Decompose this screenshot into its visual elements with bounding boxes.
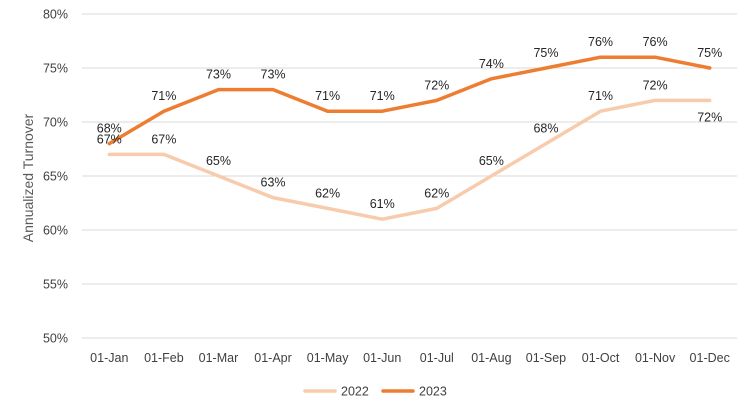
data-label-2023: 75% bbox=[697, 46, 722, 60]
data-label-2022: 63% bbox=[261, 176, 286, 190]
y-tick-label: 60% bbox=[43, 224, 68, 238]
y-tick-label: 80% bbox=[43, 8, 68, 22]
y-tick-label: 65% bbox=[43, 170, 68, 184]
x-axis-tick-labels: 01-Jan 01-Feb 01-Mar 01-Apr 01-May 01-Jun 01-J… bbox=[90, 351, 730, 365]
data-label-2023: 71% bbox=[315, 89, 340, 103]
x-tick-label: 01-Jul bbox=[420, 351, 454, 365]
x-tick-label: 01-Dec bbox=[690, 351, 730, 365]
data-label-2023: 73% bbox=[206, 68, 231, 82]
x-tick-label: 01-Jun bbox=[363, 351, 401, 365]
data-labels: 67% 67% 65% 63% 62% 61% 62% 65% 68% 71% 72% 72% 68% 7… bbox=[97, 35, 722, 211]
data-label-2023: 72% bbox=[424, 78, 449, 92]
x-tick-label: 01-Nov bbox=[635, 351, 676, 365]
data-label-2022: 62% bbox=[315, 186, 340, 200]
x-tick-label: 01-Oct bbox=[582, 351, 620, 365]
data-label-2023: 71% bbox=[370, 89, 395, 103]
data-label-2022: 62% bbox=[424, 186, 449, 200]
x-tick-label: 01-May bbox=[307, 351, 349, 365]
series-line-2023 bbox=[107, 55, 712, 146]
y-tick-label: 75% bbox=[43, 62, 68, 76]
y-axis-tick-labels: 50% 55% 60% 65% 70% 75% 80% bbox=[43, 8, 68, 346]
legend-label-2022: 2022 bbox=[341, 385, 369, 399]
data-label-2023: 76% bbox=[588, 35, 613, 49]
data-label-2022: 65% bbox=[479, 154, 504, 168]
data-label-2022: 65% bbox=[206, 154, 231, 168]
y-tick-label: 55% bbox=[43, 278, 68, 292]
data-label-2023: 75% bbox=[533, 46, 558, 60]
data-label-2022: 61% bbox=[370, 197, 395, 211]
data-label-2023: 71% bbox=[151, 89, 176, 103]
y-tick-label: 70% bbox=[43, 116, 68, 130]
legend-label-2023: 2023 bbox=[419, 385, 447, 399]
data-label-2023: 74% bbox=[479, 57, 504, 71]
y-tick-label: 50% bbox=[43, 332, 68, 346]
data-label-2022: 68% bbox=[533, 122, 558, 136]
x-tick-label: 01-Sep bbox=[526, 351, 566, 365]
x-tick-label: 01-Mar bbox=[199, 351, 239, 365]
data-label-2023: 68% bbox=[97, 122, 122, 136]
data-label-2022: 72% bbox=[697, 110, 722, 124]
data-label-2022: 67% bbox=[97, 132, 122, 146]
x-tick-label: 01-Apr bbox=[254, 351, 292, 365]
data-label-2023: 76% bbox=[643, 35, 668, 49]
data-label-2022: 67% bbox=[151, 132, 176, 146]
x-tick-label: 01-Feb bbox=[144, 351, 184, 365]
x-tick-label: 01-Jan bbox=[90, 351, 128, 365]
series-line-2022 bbox=[107, 98, 712, 221]
data-label-2023: 73% bbox=[261, 68, 286, 82]
x-tick-label: 01-Aug bbox=[471, 351, 511, 365]
data-label-2022: 72% bbox=[643, 78, 668, 92]
y-axis-title: Annualized Turnover bbox=[20, 113, 36, 242]
data-label-2022: 71% bbox=[588, 89, 613, 103]
series-lines bbox=[107, 55, 712, 221]
gridlines bbox=[82, 13, 737, 339]
legend: 2022 2023 bbox=[303, 385, 447, 399]
